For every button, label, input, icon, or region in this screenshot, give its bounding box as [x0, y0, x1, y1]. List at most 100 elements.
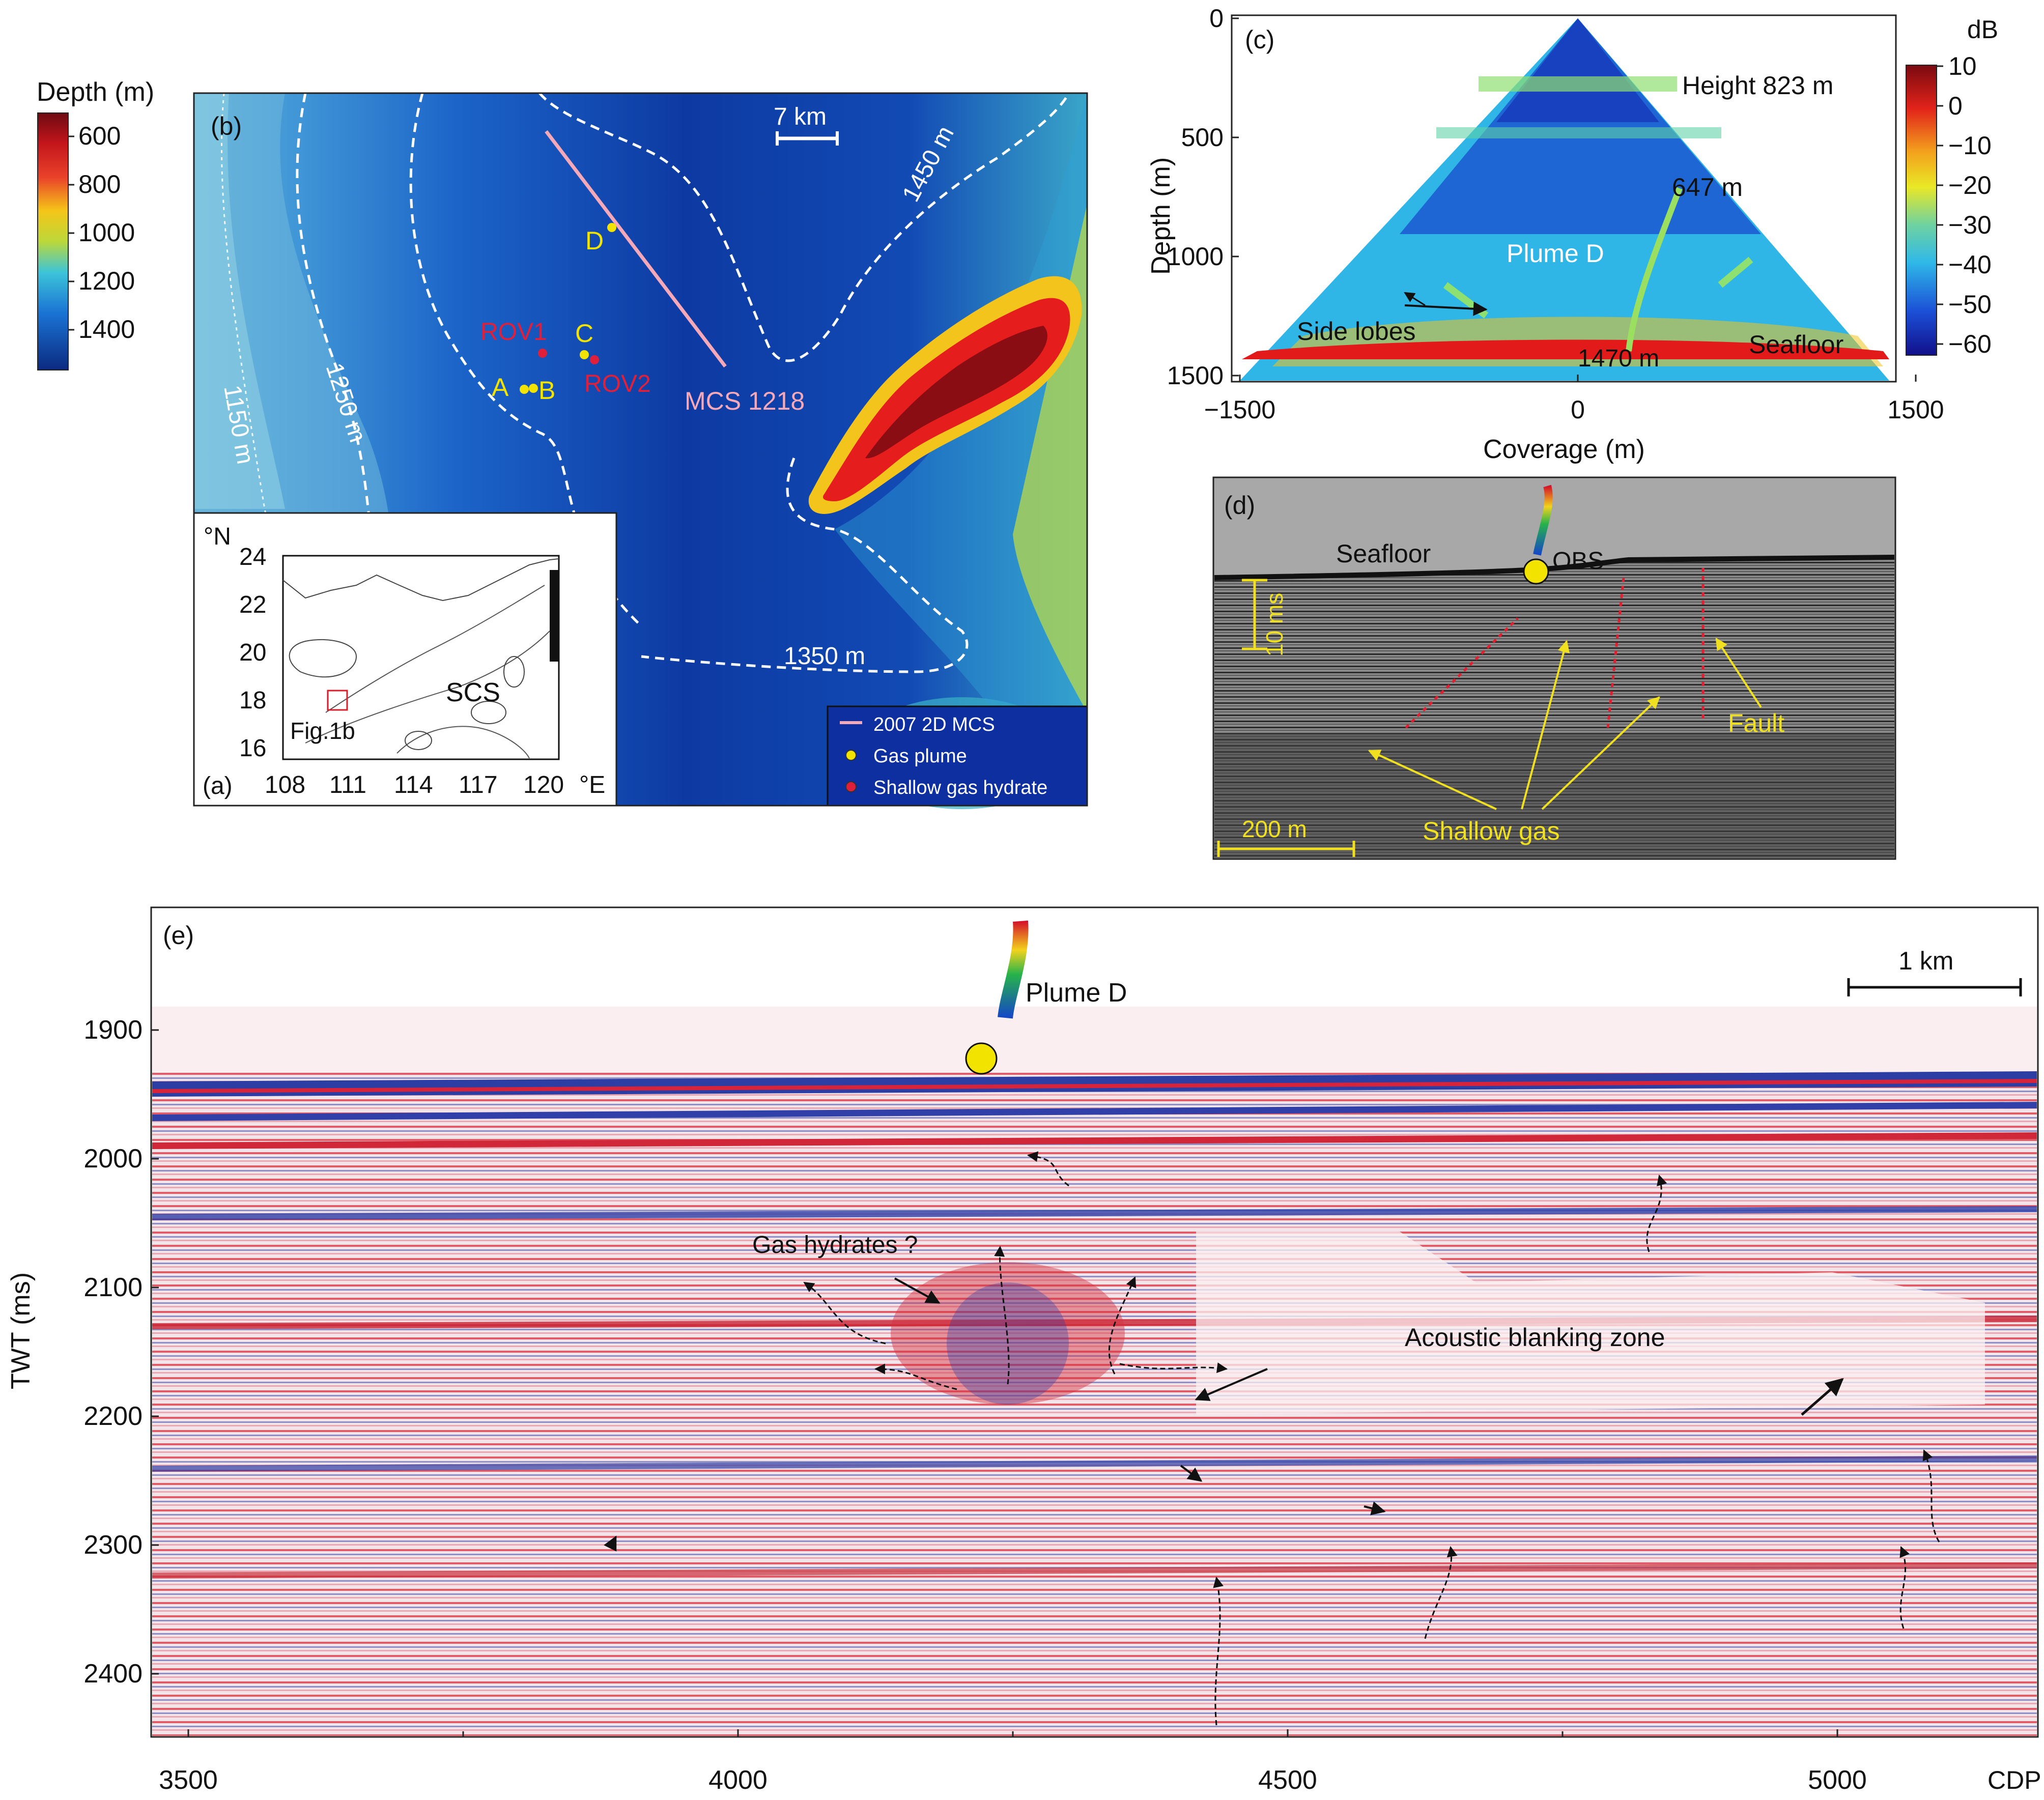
depth-tick-3: 1200 — [78, 267, 135, 295]
seismic-section: 1 km (e) Plume D Gas hydrates ? Acoustic… — [6, 906, 2041, 1795]
panel-c-y-tick-1: 500 — [1181, 123, 1224, 152]
seismic-obs-marker — [965, 1042, 998, 1075]
site-b-label: B — [538, 376, 555, 405]
mcs-line — [545, 130, 727, 368]
inset-lon-unit: °E — [579, 772, 605, 798]
db-tick-1: 0 — [1948, 92, 1963, 120]
panel-e-x-ticks: 3500 4000 4500 5000 — [159, 1729, 1867, 1795]
panel-c-tag: (c) — [1245, 25, 1274, 54]
inset-lon-ticks: 108 111 114 117 120 — [265, 772, 564, 798]
panel-e-x-tick-1: 4000 — [708, 1765, 768, 1795]
inset-lat-ticks: 24 22 20 18 16 — [239, 544, 266, 762]
panel-c-top: 647 m — [1672, 173, 1743, 202]
inset-box-label: Fig.1b — [290, 718, 355, 744]
inset-lat-tick-3: 18 — [239, 687, 266, 714]
db-tick-4: −30 — [1948, 211, 1992, 239]
map-scale-label: 7 km — [774, 103, 827, 130]
panel-e-x-unit: CDP — [1988, 1766, 2041, 1794]
inset-lat-tick-1: 22 — [239, 591, 266, 618]
panel-e-hydrates: Gas hydrates ? — [752, 1232, 918, 1259]
panel-a-tag: (a) — [203, 773, 233, 799]
site-d-label: D — [585, 226, 604, 255]
inset-lon-tick-1: 111 — [329, 772, 366, 798]
depth-tick-0: 600 — [78, 122, 121, 150]
panel-c-side: Side lobes — [1297, 317, 1416, 346]
db-tick-6: −50 — [1948, 290, 1992, 319]
legend-gas-plume: Gas plume — [873, 746, 967, 767]
inset-lon-tick-2: 114 — [394, 772, 433, 798]
panel-c-x-tick-1: 0 — [1571, 395, 1585, 424]
inset-lat-tick-0: 24 — [239, 544, 266, 570]
panel-b-tag: (b) — [211, 112, 242, 140]
inset-study-box — [327, 690, 348, 711]
inset-lat-tick-2: 20 — [239, 639, 266, 666]
legend-hydrate: Shallow gas hydrate — [873, 777, 1047, 798]
site-rov2-label: ROV2 — [584, 370, 651, 397]
site-c-label: C — [575, 319, 593, 348]
panel-c-seafloor: Seafloor — [1749, 330, 1843, 359]
db-colorbar-ticks: 10 0 −10 −20 −30 −40 −50 −60 — [1937, 52, 1992, 358]
panel-d-ms: 10 ms — [1261, 593, 1288, 656]
inset-lat-unit: °N — [204, 523, 231, 550]
panel-e-scale: 1 km — [1898, 947, 1953, 975]
site-b-marker — [529, 384, 538, 393]
depth-colorbar-ticks: 600 800 1000 1200 1400 — [68, 122, 135, 344]
panel-d-gas: Shallow gas — [1423, 817, 1560, 845]
panel-c-height: Height 823 m — [1682, 71, 1833, 100]
panel-e-ylabel: TWT (ms) — [6, 1272, 36, 1389]
panel-c-y-tick-2: 1000 — [1167, 242, 1224, 271]
legend-mcs: 2007 2D MCS — [873, 714, 995, 735]
depth-colorbar: Depth (m) 600 800 1000 1200 1400 — [37, 77, 154, 370]
site-a-label: A — [492, 373, 509, 402]
panel-e-y-tick-0: 1900 — [83, 1015, 143, 1045]
db-tick-3: −20 — [1948, 171, 1992, 199]
panel-c-x-ticks: −1500 0 1500 — [1204, 375, 1944, 424]
contour-label-1350: 1350 m — [784, 643, 865, 670]
panel-e-y-tick-3: 2200 — [83, 1402, 143, 1431]
panel-d-fault: Fault — [1728, 709, 1784, 737]
panel-c-x-tick-0: −1500 — [1204, 395, 1275, 424]
depth-tick-4: 1400 — [78, 315, 135, 344]
obs-marker — [1523, 558, 1549, 585]
db-colorbar: dB 10 0 −10 −20 −30 −40 −50 −60 — [1906, 15, 1998, 358]
panel-d-obs: OBS — [1552, 548, 1604, 575]
panel-e-plume: Plume D — [1026, 978, 1127, 1008]
panel-c-ylabel: Depth (m) — [1146, 157, 1176, 275]
panel-c-y-tick-0: 0 — [1209, 4, 1224, 33]
depth-tick-2: 1000 — [78, 218, 135, 247]
panel-e-blanking: Acoustic blanking zone — [1405, 1323, 1665, 1352]
panel-d-scale: 200 m — [1242, 816, 1307, 842]
site-rov1-label: ROV1 — [480, 319, 547, 346]
mcs-line-label: MCS 1218 — [685, 387, 805, 415]
inset-lon-tick-0: 108 — [265, 772, 305, 798]
inset-map: °N 24 22 20 18 16 108 111 114 117 120 °E SCS Fig… — [193, 512, 617, 807]
panel-e-y-tick-2: 2100 — [83, 1273, 143, 1302]
panel-c-x-tick-2: 1500 — [1887, 395, 1944, 424]
bathymetry-map: 7 km (b) 1450 m 1250 m 1150 m 1350 m D C… — [193, 92, 1088, 809]
panel-e-y-tick-5: 2400 — [83, 1659, 143, 1689]
panel-e-tag: (e) — [163, 921, 194, 950]
db-tick-0: 10 — [1948, 52, 1977, 80]
db-colorbar-unit: dB — [1967, 15, 1998, 44]
panel-c-y-tick-3: 1500 — [1167, 361, 1224, 390]
plume-water-column-image: 0 500 1000 1500 −1500 0 1500 Depth (m) Covera… — [1146, 4, 1944, 464]
panel-e-y-ticks: 1900 2000 2100 2200 2300 2400 — [83, 1015, 159, 1689]
panel-c-bottom: 1470 m — [1578, 345, 1659, 372]
db-tick-7: −60 — [1948, 330, 1992, 358]
panel-e-x-tick-0: 3500 — [159, 1765, 218, 1795]
panel-c-y-ticks: 0 500 1000 1500 — [1167, 4, 1239, 390]
site-d-marker — [607, 223, 616, 232]
inset-sea-label: SCS — [446, 678, 500, 707]
subbottom-profile: 10 ms (d) Seafloor OBS Fault Shallow gas… — [1212, 476, 1896, 860]
site-rov2-marker — [590, 355, 599, 364]
panel-e-y-tick-1: 2000 — [83, 1144, 143, 1174]
inset-lat-tick-4: 16 — [239, 735, 266, 762]
map-legend: 2007 2D MCS Gas plume Shallow gas hydrat… — [827, 705, 1088, 807]
panel-c-xlabel: Coverage (m) — [1483, 435, 1645, 464]
depth-colorbar-title: Depth (m) — [37, 77, 154, 107]
site-c-marker — [580, 350, 589, 359]
site-rov1-marker — [538, 349, 547, 358]
panel-e-x-tick-3: 5000 — [1808, 1765, 1867, 1795]
panel-d-tag: (d) — [1224, 491, 1255, 520]
